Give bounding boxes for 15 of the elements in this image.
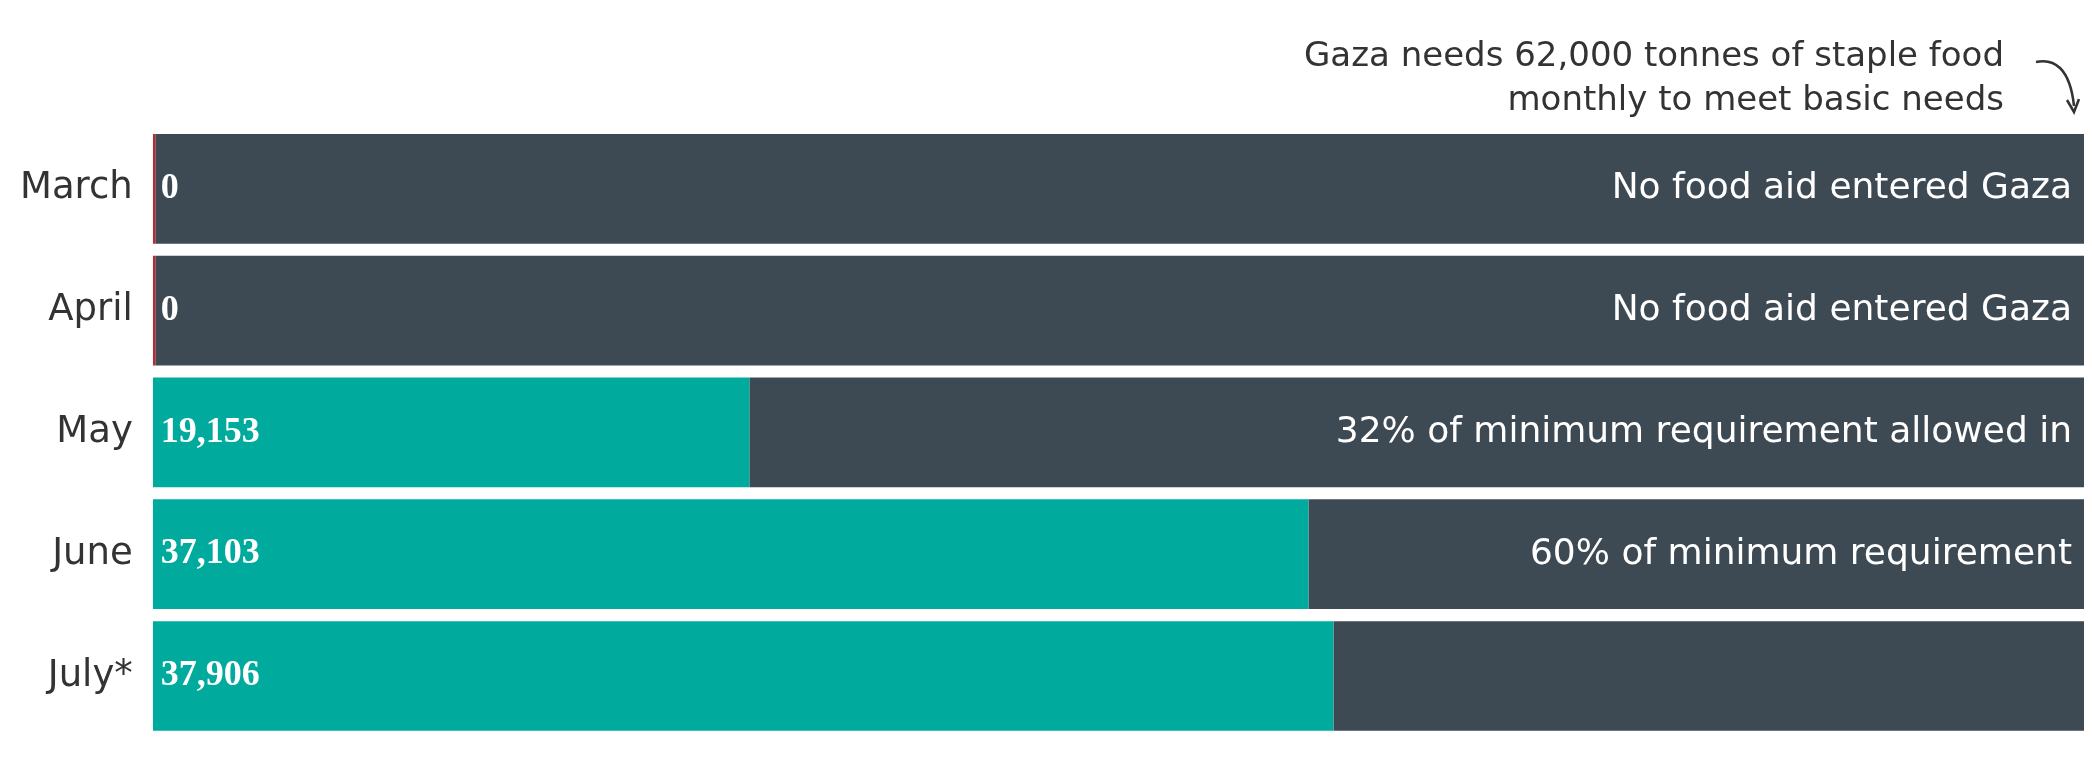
data-label: 0 xyxy=(160,287,179,328)
y-tick-label: June xyxy=(50,529,133,573)
y-tick-label: April xyxy=(48,286,133,330)
text: Gaza needs 62,000 tonnes of staple food monthly to meet basic needs xyxy=(1304,34,2004,118)
y-tick-label: July* xyxy=(45,651,133,695)
data-label: 0 xyxy=(160,166,179,207)
data-label: 37,103 xyxy=(160,531,260,572)
annotation: No food aid entered Gaza xyxy=(1611,165,2072,207)
annotation: No food aid entered Gaza xyxy=(1611,287,2072,328)
data-label: 37,906 xyxy=(160,653,260,694)
data-label: 19,153 xyxy=(160,409,260,450)
y-tick-label: May xyxy=(56,408,133,452)
annotation: 60% of minimum requirement xyxy=(1529,530,2072,572)
y-tick-label: March xyxy=(19,164,133,208)
annotation: 32% of minimum requirement allowed in xyxy=(1335,408,2072,450)
